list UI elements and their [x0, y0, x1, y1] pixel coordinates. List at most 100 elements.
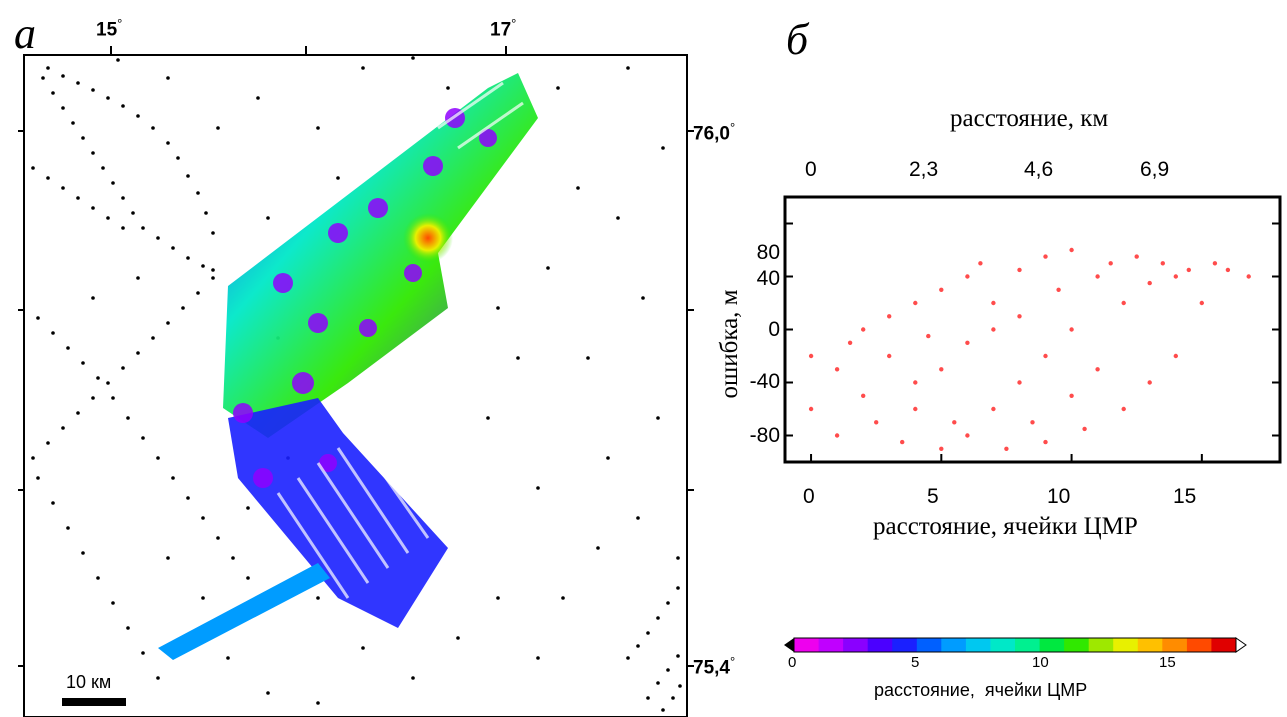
lat-label-754-value: 75,4: [693, 657, 730, 679]
scatter-point: [1017, 267, 1022, 273]
dotted-track-1: [31, 66, 215, 272]
track-gaps: [276, 81, 524, 599]
map-frame: [18, 46, 694, 717]
survey-upper-block: [223, 73, 538, 438]
scatter-plot: [783, 195, 1282, 464]
scatter-point: [913, 380, 918, 385]
colorbar-segment: [1088, 638, 1114, 652]
scatter-point: [939, 367, 944, 372]
lat-label-76: 76,0°: [693, 120, 735, 145]
scatter-point: [874, 420, 879, 425]
colorbar-segment: [990, 638, 1016, 652]
scatter-point: [1056, 287, 1061, 292]
lon-label-17-value: 17: [490, 19, 512, 41]
scatter-point: [939, 446, 944, 451]
lon-label-15-value: 15: [96, 19, 118, 41]
scatter-point: [1134, 254, 1139, 259]
scatter-points: [808, 247, 1251, 451]
scatter-point: [1043, 439, 1048, 445]
colorbar-min-arrow: [784, 638, 794, 652]
colorbar-segment: [1186, 638, 1213, 652]
top-tick-3: 6,9: [1140, 158, 1170, 181]
colorbar-segment: [1015, 638, 1041, 652]
scatter-point: [913, 300, 918, 306]
colorbar-segment: [916, 638, 942, 652]
scatter-point: [834, 367, 840, 372]
scatter-point: [1121, 300, 1126, 306]
scatter-point: [991, 406, 996, 412]
low-distance-spots: [233, 108, 497, 488]
scatter-point: [1212, 261, 1218, 266]
map-border: [23, 54, 688, 717]
survey-transit-track: [158, 563, 330, 660]
survey-coverage: [158, 73, 538, 660]
plot-ticks: [785, 222, 1280, 462]
scatter-point: [1017, 314, 1022, 319]
colorbar-segment: [965, 638, 992, 652]
lat-label-76-degree: °: [729, 120, 736, 135]
scatter-point: [847, 340, 853, 345]
scatter-point: [1095, 367, 1100, 372]
scatter-point: [1043, 254, 1048, 259]
scatter-point: [1147, 380, 1152, 385]
scatter-point: [991, 300, 996, 306]
colorbar-max-arrow: [1235, 637, 1247, 653]
scatter-point: [1095, 274, 1100, 279]
scatter-point: [952, 420, 957, 425]
x-tick-15: 15: [1173, 485, 1197, 508]
scatter-point: [1147, 280, 1152, 286]
scatter-point: [1121, 406, 1126, 412]
colorbar-segment: [1113, 638, 1139, 652]
y-tick-80: 80: [756, 241, 780, 264]
plot-frame: [783, 195, 1282, 464]
cb-tick-5: 5: [911, 654, 920, 671]
x-tick-10: 10: [1047, 485, 1071, 508]
scatter-point: [1186, 267, 1191, 273]
scatter-point: [1082, 426, 1087, 432]
cb-tick-10: 10: [1032, 654, 1049, 671]
scatter-point: [926, 333, 931, 339]
scatter-point: [1160, 261, 1165, 266]
scatter-point: [808, 353, 814, 359]
scatter-point: [1004, 446, 1009, 451]
hotspot: [403, 213, 453, 263]
scatter-point: [1246, 274, 1251, 279]
scatter-point: [978, 261, 983, 266]
scatter-point: [965, 433, 970, 438]
lat-label-754-degree: °: [729, 654, 736, 669]
scatter-point: [887, 314, 892, 319]
dotted-track-2: [31, 276, 265, 680]
colorbar-segment: [867, 638, 893, 652]
survey-lower-tracks: [228, 398, 448, 628]
scatter-point: [1173, 274, 1178, 279]
y-tick-m80: -80: [749, 424, 780, 447]
colorbar-segment: [1211, 638, 1237, 652]
x-tick-5: 5: [927, 485, 939, 508]
scatter-point: [861, 327, 866, 332]
scattered-points: [91, 56, 680, 705]
colorbar-segment: [1137, 638, 1163, 652]
colorbar-segment: [892, 638, 918, 652]
top-tick-2: 4,6: [1024, 158, 1054, 181]
scatter-point: [1043, 353, 1048, 359]
scatter-point: [1017, 380, 1022, 385]
scatter-point: [1199, 300, 1204, 306]
colorbar-segment: [794, 638, 820, 652]
cb-tick-0: 0: [788, 654, 797, 671]
map-ticks: [18, 46, 694, 667]
panel-b-letter: б: [786, 15, 809, 64]
scatter-point: [861, 393, 866, 398]
scatter-point: [1069, 327, 1074, 332]
x-axis-title: расстояние, ячейки ЦМР: [873, 513, 1138, 540]
colorbar: [784, 637, 1247, 653]
y-tick-0: 0: [768, 318, 780, 341]
lat-label-754: 75,4°: [693, 654, 735, 679]
scatter-point: [1069, 393, 1074, 398]
scatter-point: [887, 353, 892, 359]
scatter-point: [900, 439, 905, 445]
scatter-point: [965, 340, 970, 345]
top-tick-1: 2,3: [909, 158, 939, 181]
scatter-point: [913, 406, 918, 412]
scatter-point: [939, 287, 944, 292]
cb-tick-15: 15: [1159, 654, 1176, 671]
